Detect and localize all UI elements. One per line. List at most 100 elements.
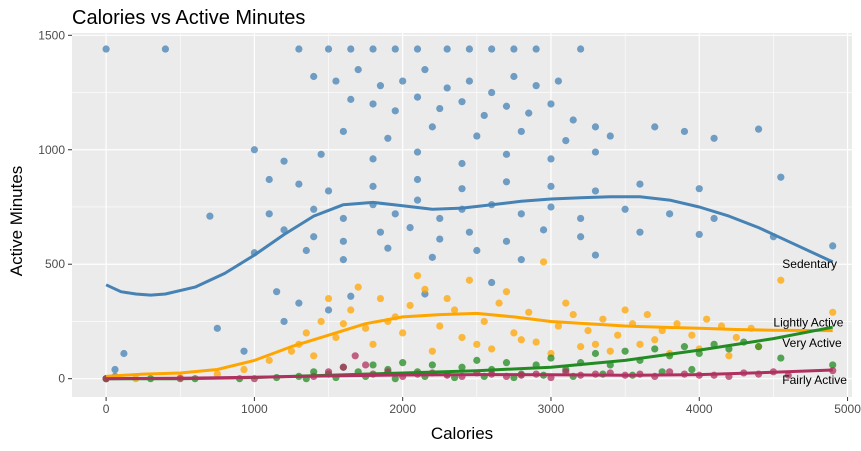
sedentary-point bbox=[680, 127, 689, 136]
lightly-active-point bbox=[324, 294, 333, 303]
sedentary-point bbox=[606, 132, 614, 140]
sedentary-point bbox=[413, 148, 422, 156]
lightly-active-point bbox=[480, 317, 488, 326]
sedentary-point bbox=[562, 136, 570, 145]
lightly-active-point bbox=[376, 294, 385, 303]
lightly-active-point bbox=[362, 324, 370, 332]
sedentary-point bbox=[240, 347, 248, 355]
sedentary-smooth-line bbox=[105, 195, 834, 297]
sedentary-point bbox=[391, 210, 399, 218]
lightly-active-point bbox=[591, 340, 600, 348]
sedentary-point bbox=[547, 203, 555, 211]
sedentary-point bbox=[347, 292, 355, 300]
lightly-active-point bbox=[213, 370, 221, 378]
lightly-active-point bbox=[651, 336, 659, 344]
sedentary-point bbox=[369, 182, 377, 190]
sedentary-point bbox=[324, 187, 333, 195]
lightly-active-point bbox=[495, 299, 503, 307]
fairly-active-point bbox=[324, 368, 333, 376]
sedentary-point bbox=[391, 107, 399, 115]
sedentary-point bbox=[339, 237, 347, 245]
grid bbox=[72, 33, 852, 397]
x-axis-ticks: 0 1000 2000 3000 4000 5000 bbox=[103, 397, 861, 416]
lightly-active-point bbox=[502, 288, 511, 296]
lightly-active-point bbox=[554, 322, 562, 330]
sedentary-point bbox=[547, 100, 555, 108]
very-active-point bbox=[473, 356, 481, 364]
plot-panel bbox=[72, 33, 852, 397]
very-active-point bbox=[391, 375, 399, 383]
lightly-active-point bbox=[465, 276, 474, 284]
very-active-point bbox=[458, 363, 466, 371]
sedentary-point bbox=[399, 77, 407, 85]
sedentary-point bbox=[502, 150, 511, 158]
sedentary-point bbox=[384, 134, 392, 142]
lightly-active-point bbox=[673, 320, 681, 328]
lightly-active-point bbox=[443, 294, 451, 303]
series-label: Very Active bbox=[782, 336, 842, 350]
fairly-active-point bbox=[351, 352, 359, 360]
series-label: Fairly Active bbox=[782, 373, 847, 387]
sedentary-point bbox=[391, 45, 399, 53]
lightly-active-point bbox=[636, 340, 644, 348]
sedentary-point bbox=[369, 100, 377, 108]
lightly-active-point bbox=[525, 308, 533, 316]
series-label: Sedentary bbox=[782, 257, 837, 271]
very-active-point bbox=[399, 359, 407, 367]
sedentary-point bbox=[339, 127, 347, 136]
sedentary-point bbox=[213, 324, 221, 332]
lightly-active-point bbox=[339, 320, 347, 328]
sedentary-point bbox=[829, 242, 837, 250]
y-axis-ticks: 0 500 1000 1500 bbox=[38, 28, 72, 386]
very-active-point bbox=[369, 361, 377, 369]
y-tick-label: 0 bbox=[58, 372, 65, 386]
lightly-active-point bbox=[725, 352, 733, 360]
sedentary-point bbox=[591, 148, 600, 156]
y-tick-label: 1500 bbox=[38, 28, 65, 42]
sedentary-point bbox=[295, 180, 303, 188]
sedentary-point bbox=[102, 45, 110, 53]
sedentary-point bbox=[250, 146, 258, 154]
sedentary-point bbox=[710, 134, 718, 142]
sedentary-point bbox=[569, 116, 577, 124]
sedentary-point bbox=[502, 237, 511, 245]
lightly-active-point bbox=[287, 347, 296, 355]
lightly-active-point bbox=[777, 276, 785, 284]
lightly-active-point bbox=[621, 306, 629, 314]
sedentary-point bbox=[111, 365, 119, 374]
very-active-point bbox=[688, 365, 696, 374]
lightly-active-point bbox=[428, 347, 436, 355]
x-tick-label: 0 bbox=[103, 402, 110, 416]
sedentary-point bbox=[413, 196, 422, 204]
sedentary-point bbox=[324, 306, 333, 314]
sedentary-point bbox=[436, 214, 444, 223]
lightly-active-point bbox=[265, 356, 273, 364]
lightly-active-point bbox=[532, 338, 540, 346]
very-active-point bbox=[502, 359, 511, 367]
lightly-active-point bbox=[562, 299, 570, 307]
sedentary-point bbox=[666, 210, 674, 218]
sedentary-point bbox=[517, 210, 525, 218]
x-tick-label: 1000 bbox=[241, 402, 268, 416]
sedentary-point bbox=[465, 77, 474, 85]
sedentary-point bbox=[332, 77, 340, 85]
very-active-point bbox=[777, 354, 785, 362]
sedentary-point bbox=[413, 175, 422, 184]
lightly-active-point bbox=[688, 331, 696, 339]
sedentary-point bbox=[577, 214, 585, 223]
sedentary-point bbox=[502, 178, 511, 186]
lightly-active-point bbox=[488, 345, 496, 353]
sedentary-point bbox=[517, 127, 525, 136]
sedentary-point bbox=[354, 66, 362, 74]
sedentary-point bbox=[280, 157, 288, 165]
lightly-active-point bbox=[703, 315, 711, 323]
lightly-active-point bbox=[732, 333, 740, 342]
sedentary-point bbox=[577, 233, 585, 241]
sedentary-point bbox=[376, 82, 385, 90]
sedentary-point bbox=[428, 123, 436, 131]
series-labels: Sedentary Lightly Active Very Active Fairly… bbox=[773, 257, 847, 387]
sedentary-point bbox=[465, 45, 474, 53]
lightly-active-point bbox=[539, 258, 548, 266]
chart-title: Calories vs Active Minutes bbox=[72, 7, 305, 29]
lightly-active-point bbox=[458, 333, 466, 342]
